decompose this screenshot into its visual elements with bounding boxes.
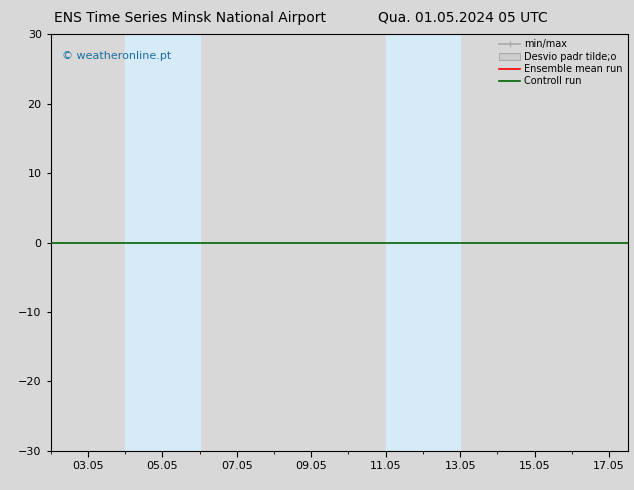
Bar (125, 34, 200, 451)
Bar (385, 34, 460, 451)
Text: Qua. 01.05.2024 05 UTC: Qua. 01.05.2024 05 UTC (378, 11, 548, 25)
Text: © weatheronline.pt: © weatheronline.pt (62, 51, 172, 61)
Legend: min/max, Desvio padr tilde;o, Ensemble mean run, Controll run: min/max, Desvio padr tilde;o, Ensemble m… (497, 37, 624, 88)
Text: ENS Time Series Minsk National Airport: ENS Time Series Minsk National Airport (54, 11, 327, 25)
